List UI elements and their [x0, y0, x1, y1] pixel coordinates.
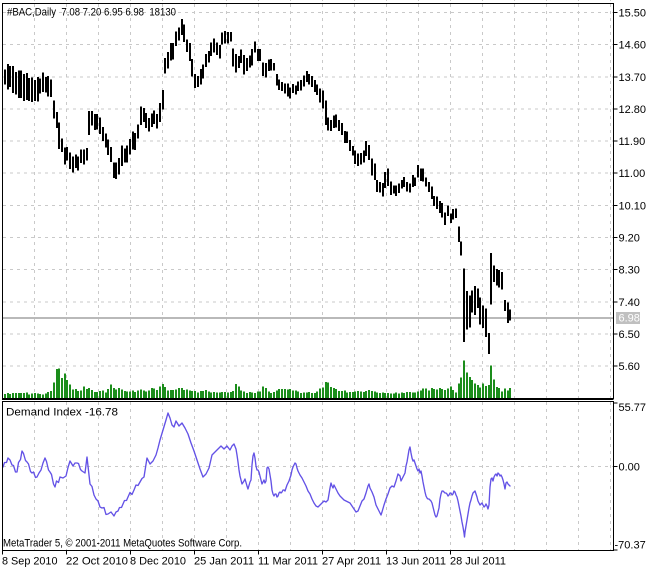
svg-text:22 Oct 2010: 22 Oct 2010	[66, 556, 128, 568]
svg-text:6.98: 6.98	[619, 313, 640, 325]
svg-text:6.50: 6.50	[619, 329, 640, 341]
svg-text:11.00: 11.00	[619, 168, 646, 180]
svg-text:55.77: 55.77	[619, 402, 647, 414]
svg-text:13 Jun 2011: 13 Jun 2011	[386, 556, 446, 568]
svg-text:11 Mar 2011: 11 Mar 2011	[258, 556, 318, 568]
svg-text:7.40: 7.40	[619, 297, 640, 309]
svg-text:8 Dec 2010: 8 Dec 2010	[130, 556, 186, 568]
svg-text:MetaTrader 5, © 2001-2011 Meta: MetaTrader 5, © 2001-2011 MetaQuotes Sof…	[3, 538, 242, 550]
svg-text:27 Apr 2011: 27 Apr 2011	[322, 556, 381, 568]
svg-text:-70.37: -70.37	[615, 540, 646, 552]
svg-text:12.80: 12.80	[619, 104, 647, 116]
svg-text:15.50: 15.50	[619, 8, 647, 20]
svg-text:8.30: 8.30	[619, 265, 640, 277]
svg-text:9.20: 9.20	[619, 233, 640, 245]
svg-text:8 Sep 2010: 8 Sep 2010	[2, 556, 58, 568]
svg-text:5.60: 5.60	[619, 361, 640, 373]
svg-text:13.70: 13.70	[619, 72, 647, 84]
svg-text:10.10: 10.10	[619, 201, 647, 213]
svg-text:14.60: 14.60	[619, 40, 647, 52]
svg-text:28 Jul 2011: 28 Jul 2011	[450, 556, 506, 568]
svg-text:Demand Index -16.78: Demand Index -16.78	[6, 407, 118, 419]
svg-text:#BAC,Daily 7.08 7.20 6.95 6.9: #BAC,Daily 7.08 7.20 6.95 6.98 18130	[7, 7, 176, 19]
svg-text:11.90: 11.90	[619, 136, 646, 148]
svg-text:25 Jan 2011: 25 Jan 2011	[194, 556, 254, 568]
svg-text:0.00: 0.00	[619, 462, 640, 474]
